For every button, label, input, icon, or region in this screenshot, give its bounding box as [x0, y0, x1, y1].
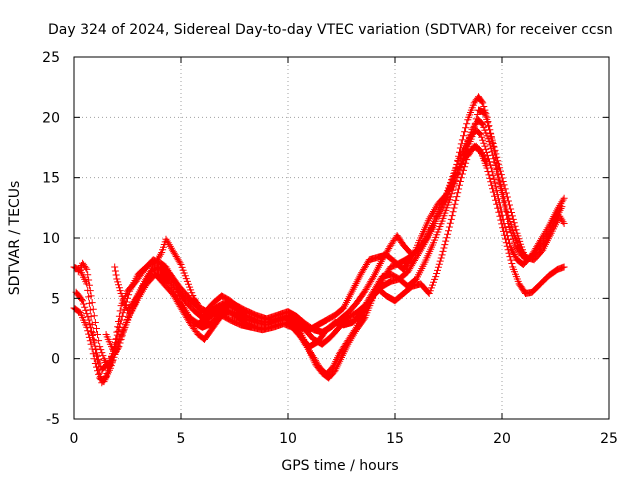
axis-ticks: 0 5 10 15 20 25 -5 0 5 10 15 20 25: [42, 50, 618, 447]
data-markers: [70, 93, 568, 387]
grid: [74, 57, 609, 419]
x-tick-label: 15: [386, 431, 404, 447]
x-tick-label: 20: [493, 431, 511, 447]
x-tick-label: 25: [600, 431, 618, 447]
chart-title: Day 324 of 2024, Sidereal Day-to-day VTE…: [48, 22, 613, 38]
y-axis-label: SDTVAR / TECUs: [7, 181, 23, 296]
x-tick-label: 0: [70, 431, 79, 447]
y-tick-label: 5: [51, 291, 60, 307]
x-tick-label: 5: [177, 431, 186, 447]
data-points: [70, 93, 568, 387]
y-tick-label: 10: [42, 231, 60, 247]
y-tick-label: 20: [42, 110, 60, 126]
x-tick-label: 10: [279, 431, 297, 447]
y-tick-label: -5: [46, 412, 60, 428]
y-tick-label: 0: [51, 352, 60, 368]
y-tick-label: 15: [42, 171, 60, 187]
x-axis-label: GPS time / hours: [281, 458, 398, 474]
y-tick-label: 25: [42, 50, 60, 66]
